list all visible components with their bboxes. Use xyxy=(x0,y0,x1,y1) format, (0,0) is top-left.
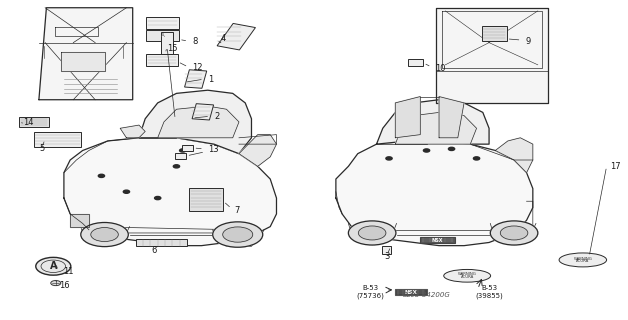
Polygon shape xyxy=(139,90,251,154)
Circle shape xyxy=(223,227,252,242)
Text: 1: 1 xyxy=(208,75,213,84)
Polygon shape xyxy=(239,135,276,166)
Text: 5: 5 xyxy=(39,144,44,153)
Bar xyxy=(182,145,193,151)
Ellipse shape xyxy=(444,269,490,282)
Bar xyxy=(19,117,49,127)
Circle shape xyxy=(386,157,392,160)
Polygon shape xyxy=(395,97,420,138)
Polygon shape xyxy=(377,100,489,144)
Bar xyxy=(146,54,178,66)
Circle shape xyxy=(180,149,186,152)
Circle shape xyxy=(81,222,128,247)
Bar xyxy=(482,26,507,41)
Circle shape xyxy=(51,281,61,286)
Text: 16: 16 xyxy=(60,281,70,290)
Circle shape xyxy=(123,190,129,193)
Text: NSX: NSX xyxy=(431,238,443,243)
Bar xyxy=(408,60,423,67)
Bar xyxy=(420,237,455,243)
Circle shape xyxy=(448,147,455,150)
Text: B-53
(39855): B-53 (39855) xyxy=(475,285,503,299)
Circle shape xyxy=(173,165,180,168)
Text: 6: 6 xyxy=(151,246,157,255)
Bar xyxy=(175,153,187,159)
Circle shape xyxy=(474,157,480,160)
Bar xyxy=(185,70,207,88)
Text: 14: 14 xyxy=(23,118,33,127)
Text: 2: 2 xyxy=(214,112,219,121)
Circle shape xyxy=(99,174,104,178)
Circle shape xyxy=(349,221,396,245)
Text: 15: 15 xyxy=(167,44,178,53)
Polygon shape xyxy=(495,138,533,173)
Circle shape xyxy=(91,228,118,242)
Bar xyxy=(395,289,426,295)
Bar xyxy=(217,23,256,50)
Bar xyxy=(192,104,214,120)
Bar xyxy=(146,30,179,41)
Circle shape xyxy=(36,257,71,275)
Text: 4: 4 xyxy=(220,34,225,43)
Polygon shape xyxy=(395,112,477,144)
Text: A: A xyxy=(50,261,57,271)
Bar xyxy=(192,104,214,120)
Text: B-53
(75736): B-53 (75736) xyxy=(356,285,384,299)
Text: A: A xyxy=(161,33,165,38)
Text: 7: 7 xyxy=(235,206,240,215)
Text: 8: 8 xyxy=(192,36,197,45)
Polygon shape xyxy=(70,214,89,227)
Bar xyxy=(136,239,187,246)
Polygon shape xyxy=(39,8,133,100)
Text: ACURA: ACURA xyxy=(577,259,590,263)
Text: 11: 11 xyxy=(63,267,73,276)
Circle shape xyxy=(213,222,263,247)
Polygon shape xyxy=(436,8,548,103)
Circle shape xyxy=(154,196,161,200)
Polygon shape xyxy=(64,138,276,246)
Polygon shape xyxy=(158,106,239,138)
Text: 13: 13 xyxy=(208,145,219,154)
Bar xyxy=(189,188,224,211)
Circle shape xyxy=(423,149,430,152)
Bar xyxy=(146,17,179,29)
Circle shape xyxy=(359,226,386,240)
Text: 17: 17 xyxy=(610,163,621,172)
Bar xyxy=(382,246,391,253)
Bar xyxy=(217,23,256,50)
Text: NSX: NSX xyxy=(404,290,418,295)
Polygon shape xyxy=(336,141,533,246)
Text: SL03-84200G: SL03-84200G xyxy=(403,292,450,298)
Text: 9: 9 xyxy=(526,36,531,45)
Polygon shape xyxy=(61,52,104,71)
Text: WARNING: WARNING xyxy=(458,272,477,276)
Ellipse shape xyxy=(559,253,607,267)
Circle shape xyxy=(490,221,538,245)
Polygon shape xyxy=(120,125,145,138)
Text: 3: 3 xyxy=(384,252,389,261)
Text: 12: 12 xyxy=(192,62,203,72)
Bar xyxy=(185,70,207,88)
Bar xyxy=(34,132,81,147)
Circle shape xyxy=(501,226,528,240)
Bar xyxy=(161,32,173,54)
Text: WARNING: WARNING xyxy=(573,257,592,260)
Text: 10: 10 xyxy=(435,63,446,73)
Text: ACURA: ACURA xyxy=(460,276,474,279)
Polygon shape xyxy=(439,97,464,138)
